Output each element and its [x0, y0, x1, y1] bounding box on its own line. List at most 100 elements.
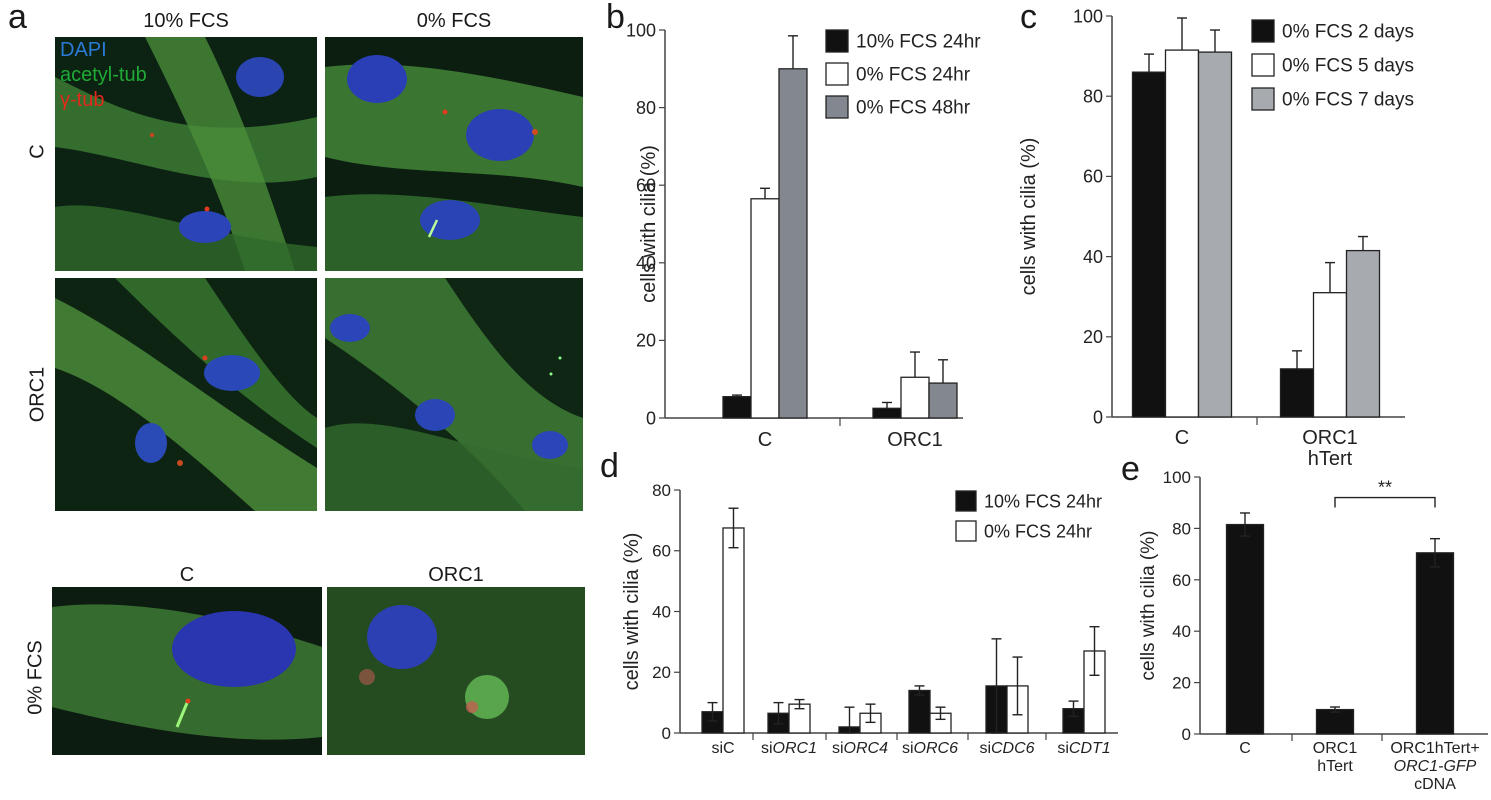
legend-swatch: [1251, 87, 1275, 111]
y-tick-label: 80: [1083, 87, 1103, 107]
y-tick-label: 0: [1093, 407, 1103, 427]
x-tick-label: cDNA: [1414, 776, 1456, 793]
micrograph-c-10fcs: [55, 37, 317, 271]
y-axis-label: cells with cilia (%): [1018, 138, 1040, 296]
y-tick-label: 20: [1172, 674, 1191, 693]
y-axis-label: cells with cilia (%): [638, 145, 660, 303]
x-tick-label: siORC1: [761, 740, 817, 757]
micrograph-bottom-orc1: [327, 587, 585, 755]
bar: [872, 407, 902, 419]
bar: [722, 527, 745, 734]
chart-e: 0 20 40 60 80 100 cells with cilia (%) C ORC1hTe…: [1138, 468, 1488, 793]
micrograph-bottom-c: [52, 587, 322, 755]
micrograph-orc1-10fcs: [55, 278, 317, 511]
bar: [1315, 708, 1355, 735]
stain-legend-acetyl-tub: acetyl-tub: [60, 64, 147, 86]
x-tick-label: siORC4: [832, 740, 888, 757]
legend-swatch: [955, 520, 977, 542]
legend-label: 0% FCS 24hr: [984, 521, 1092, 541]
chart-d: 0 20 40 60 80 cells with cilia (%) 10% FCS 24h…: [621, 481, 1118, 757]
panel-b-letter: b: [606, 0, 625, 36]
significance-label: **: [1378, 478, 1392, 498]
row-label-c: C: [26, 144, 49, 159]
x-tick-label: ORC1: [887, 429, 943, 451]
legend-label: 0% FCS 7 days: [1282, 90, 1414, 111]
y-tick-label: 60: [1172, 571, 1191, 590]
x-tick-label: siORC6: [902, 740, 958, 757]
micrograph-c-0fcs: [325, 37, 583, 271]
bar: [1279, 368, 1315, 418]
y-tick-label: 100: [626, 20, 656, 40]
legend-swatch: [1251, 19, 1275, 43]
bar: [1345, 249, 1381, 418]
micrograph-orc1-0fcs: [325, 278, 583, 511]
row-label-orc1: ORC1: [26, 366, 49, 423]
bar: [722, 396, 752, 419]
bar: [778, 68, 808, 419]
legend-label: 0% FCS 2 days: [1282, 22, 1414, 43]
y-axis-label: cells with cilia (%): [1138, 531, 1159, 681]
y-tick-label: 40: [1172, 622, 1191, 641]
panel-e-letter: e: [1121, 450, 1140, 488]
y-axis-label: cells with cilia (%): [621, 533, 643, 691]
legend-label: 0% FCS 48hr: [856, 98, 971, 119]
legend-swatch: [1251, 53, 1275, 77]
panel-d-letter: d: [600, 447, 619, 485]
legend-swatch: [825, 29, 849, 53]
y-tick-label: 100: [1073, 6, 1103, 26]
bar: [908, 689, 931, 734]
col-label-0fcs: 0% FCS: [416, 10, 492, 32]
bottom-col-label-c: C: [179, 564, 195, 586]
y-tick-label: 60: [636, 176, 656, 196]
x-tick-label: hTert: [1308, 448, 1353, 470]
stain-legend-gamma-tub: γ-tub: [60, 89, 105, 111]
chart-c: 0 20 40 60 80 100 cells with cilia (%) 0% FCS 2…: [1018, 6, 1414, 470]
bar: [1164, 49, 1200, 418]
legend-label: 0% FCS 24hr: [856, 65, 971, 86]
col-label-10fcs: 10% FCS: [143, 10, 229, 32]
x-tick-label: C: [1175, 427, 1189, 449]
y-tick-label: 40: [636, 253, 656, 273]
y-tick-label: 80: [652, 481, 671, 500]
x-tick-label: siCDT1: [1057, 740, 1110, 757]
chart-b: 0 20 40 60 80 100 cells with cilia (%) 10% FCS …: [626, 20, 981, 451]
y-tick-label: 40: [1083, 247, 1103, 267]
bottom-row-label-0fcs: 0% FCS: [24, 640, 47, 715]
y-tick-label: 20: [636, 331, 656, 351]
y-tick-label: 60: [652, 542, 671, 561]
x-tick-label: ORC1: [1313, 740, 1358, 757]
x-tick-label: siCDC6: [979, 740, 1034, 757]
y-tick-label: 0: [646, 408, 656, 428]
stain-legend: DAPI acetyl-tub γ-tub: [60, 38, 147, 113]
significance-bracket: [1334, 496, 1436, 508]
y-tick-label: 0: [1182, 725, 1191, 744]
legend-swatch: [825, 62, 849, 86]
bar: [1197, 51, 1233, 418]
y-tick-label: 60: [1083, 167, 1103, 187]
bar: [1415, 552, 1455, 735]
y-tick-label: 80: [636, 98, 656, 118]
y-tick-label: 20: [652, 663, 671, 682]
legend-swatch: [825, 95, 849, 119]
bar: [1312, 292, 1348, 418]
y-tick-label: 40: [652, 602, 671, 621]
bar: [928, 382, 958, 419]
x-tick-label: C: [758, 429, 772, 451]
bottom-col-label-orc1: ORC1: [428, 564, 484, 586]
x-tick-label: ORC1-GFP: [1394, 758, 1477, 775]
x-tick-label: ORC1hTert+: [1390, 740, 1479, 757]
y-tick-label: 20: [1083, 327, 1103, 347]
x-tick-label: C: [1239, 740, 1251, 757]
panel-a-letter: a: [8, 0, 27, 36]
panel-c-letter: c: [1020, 0, 1037, 36]
y-tick-label: 0: [662, 724, 671, 743]
stain-legend-dapi: DAPI: [60, 39, 107, 61]
legend-label: 10% FCS 24hr: [856, 32, 981, 53]
bar: [1225, 523, 1265, 735]
y-tick-label: 100: [1163, 468, 1191, 487]
x-tick-label: ORC1: [1302, 427, 1358, 449]
x-tick-label: siC: [711, 740, 734, 757]
legend-label: 0% FCS 5 days: [1282, 56, 1414, 77]
bar: [1131, 71, 1167, 418]
y-tick-label: 80: [1172, 519, 1191, 538]
